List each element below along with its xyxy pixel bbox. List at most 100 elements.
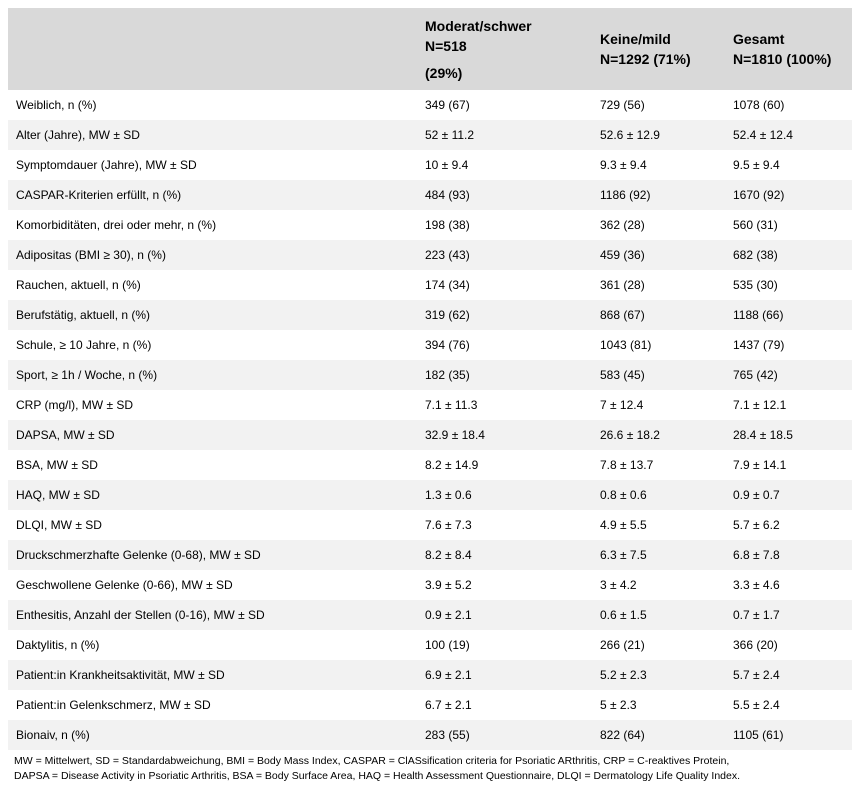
cell-total: 765 (42) [733, 368, 778, 382]
cell-variable: DAPSA, MW ± SD [16, 428, 115, 442]
footnote: MW = Mittelwert, SD = Standardabweichung… [14, 754, 854, 784]
cell-none-mild: 52.6 ± 12.9 [600, 128, 660, 142]
cell-none-mild: 1186 (92) [600, 188, 651, 202]
table-row: Patient:in Gelenkschmerz, MW ± SD 6.7 ± 2… [8, 690, 852, 720]
cell-none-mild: 4.9 ± 5.5 [600, 518, 647, 532]
cell-moderate-severe: 394 (76) [425, 338, 470, 352]
cell-none-mild: 459 (36) [600, 248, 645, 262]
header-cell-variable [8, 8, 417, 90]
cell-none-mild: 729 (56) [600, 98, 645, 112]
cell-total: 1670 (92) [733, 188, 785, 202]
cell-total: 366 (20) [733, 638, 778, 652]
cell-none-mild: 0.8 ± 0.6 [600, 488, 647, 502]
header-cell-moderate-severe: Moderat/schwer N=518 (29%) [417, 8, 592, 90]
footnote-line: MW = Mittelwert, SD = Standardabweichung… [14, 755, 730, 767]
cell-moderate-severe: 3.9 ± 5.2 [425, 578, 472, 592]
cell-moderate-severe: 7.1 ± 11.3 [425, 398, 478, 412]
cell-none-mild: 5 ± 2.3 [600, 698, 637, 712]
cell-variable: Komorbiditäten, drei oder mehr, n (%) [16, 218, 217, 232]
cell-none-mild: 26.6 ± 18.2 [600, 428, 660, 442]
cell-none-mild: 7.8 ± 13.7 [600, 458, 654, 472]
cell-moderate-severe: 7.6 ± 7.3 [425, 518, 472, 532]
cell-total: 5.7 ± 2.4 [733, 668, 780, 682]
table-row: HAQ, MW ± SD 1.3 ± 0.6 0.8 ± 0.6 0.9 ± 0.7 [8, 480, 852, 510]
table-body: Weiblich, n (%) 349 (67) 729 (56) 1078 (60)… [8, 90, 852, 750]
table-row: Komorbiditäten, drei oder mehr, n (%) 198… [8, 210, 852, 240]
cell-total: 1188 (66) [733, 308, 784, 322]
cell-total: 0.7 ± 1.7 [733, 608, 780, 622]
cell-variable: Berufstätig, aktuell, n (%) [16, 308, 151, 322]
cell-none-mild: 7 ± 12.4 [600, 398, 644, 412]
table-row: DLQI, MW ± SD 7.6 ± 7.3 4.9 ± 5.5 5.7 ± 6.2 [8, 510, 852, 540]
footnote-line: DAPSA = Disease Activity in Psoriatic Ar… [14, 770, 741, 782]
cell-variable: Druckschmerzhafte Gelenke (0-68), MW ± S… [16, 548, 261, 562]
cell-total: 52.4 ± 12.4 [733, 128, 793, 142]
cell-variable: Adipositas (BMI ≥ 30), n (%) [16, 248, 166, 262]
table-row: Daktylitis, n (%) 100 (19) 266 (21) 366 (20… [8, 630, 852, 660]
cell-variable: Patient:in Gelenkschmerz, MW ± SD [16, 698, 211, 712]
table-row: Druckschmerzhafte Gelenke (0-68), MW ± S… [8, 540, 852, 570]
header-count: N=1292 (71%) [600, 51, 691, 67]
header-label: Keine/mild [600, 31, 671, 47]
header-label: Moderat/schwer [425, 17, 532, 34]
header-count: N=518 [425, 37, 467, 54]
cell-none-mild: 266 (21) [600, 638, 645, 652]
cell-none-mild: 1043 (81) [600, 338, 652, 352]
table-row: Weiblich, n (%) 349 (67) 729 (56) 1078 (60) [8, 90, 852, 120]
cell-moderate-severe: 223 (43) [425, 248, 470, 262]
cell-total: 28.4 ± 18.5 [733, 428, 793, 442]
cell-total: 0.9 ± 0.7 [733, 488, 780, 502]
cell-variable: HAQ, MW ± SD [16, 488, 100, 502]
cell-variable: CASPAR-Kriterien erfüllt, n (%) [16, 188, 182, 202]
cell-none-mild: 6.3 ± 7.5 [600, 548, 647, 562]
cell-total: 1105 (61) [733, 728, 784, 742]
cell-variable: Geschwollene Gelenke (0-66), MW ± SD [16, 578, 233, 592]
table-row: Alter (Jahre), MW ± SD 52 ± 11.2 52.6 ± 12… [8, 120, 852, 150]
cell-none-mild: 5.2 ± 2.3 [600, 668, 647, 682]
cell-variable: Bionaiv, n (%) [16, 728, 90, 742]
table-row: Schule, ≥ 10 Jahre, n (%) 394 (76) 1043 (8… [8, 330, 852, 360]
cell-variable: Daktylitis, n (%) [16, 638, 100, 652]
cell-total: 560 (31) [733, 218, 778, 232]
cell-none-mild: 362 (28) [600, 218, 645, 232]
cell-variable: Schule, ≥ 10 Jahre, n (%) [16, 338, 152, 352]
cell-none-mild: 9.3 ± 9.4 [600, 158, 647, 172]
cell-total: 7.9 ± 14.1 [733, 458, 787, 472]
cell-moderate-severe: 182 (35) [425, 368, 470, 382]
cell-moderate-severe: 32.9 ± 18.4 [425, 428, 485, 442]
table-row: Enthesitis, Anzahl der Stellen (0-16), M… [8, 600, 852, 630]
cell-total: 3.3 ± 4.6 [733, 578, 780, 592]
cell-moderate-severe: 6.9 ± 2.1 [425, 668, 472, 682]
cell-moderate-severe: 1.3 ± 0.6 [425, 488, 472, 502]
cell-moderate-severe: 484 (93) [425, 188, 470, 202]
cell-variable: Symptomdauer (Jahre), MW ± SD [16, 158, 197, 172]
cell-variable: Rauchen, aktuell, n (%) [16, 278, 141, 292]
cell-moderate-severe: 0.9 ± 2.1 [425, 608, 472, 622]
cell-moderate-severe: 283 (55) [425, 728, 470, 742]
cell-variable: Enthesitis, Anzahl der Stellen (0-16), M… [16, 608, 265, 622]
cell-none-mild: 583 (45) [600, 368, 645, 382]
header-label: Gesamt [733, 31, 785, 47]
table-row: DAPSA, MW ± SD 32.9 ± 18.4 26.6 ± 18.2 28.4… [8, 420, 852, 450]
cell-total: 1078 (60) [733, 98, 785, 112]
cell-total: 9.5 ± 9.4 [733, 158, 780, 172]
table-row: Symptomdauer (Jahre), MW ± SD 10 ± 9.4 9.3… [8, 150, 852, 180]
cell-moderate-severe: 319 (62) [425, 308, 470, 322]
cell-total: 6.8 ± 7.8 [733, 548, 780, 562]
cell-none-mild: 361 (28) [600, 278, 645, 292]
cell-total: 5.5 ± 2.4 [733, 698, 780, 712]
cell-total: 682 (38) [733, 248, 778, 262]
cell-none-mild: 3 ± 4.2 [600, 578, 637, 592]
header-cell-none-mild: Keine/mild N=1292 (71%) [592, 8, 725, 90]
header-row: Moderat/schwer N=518 (29%) Keine/mild N=… [8, 8, 852, 90]
cell-moderate-severe: 198 (38) [425, 218, 470, 232]
cell-moderate-severe: 8.2 ± 14.9 [425, 458, 479, 472]
cell-variable: Patient:in Krankheitsaktivität, MW ± SD [16, 668, 225, 682]
cell-variable: Alter (Jahre), MW ± SD [16, 128, 140, 142]
cell-variable: CRP (mg/l), MW ± SD [16, 398, 134, 412]
table-row: Geschwollene Gelenke (0-66), MW ± SD 3.9 … [8, 570, 852, 600]
cell-moderate-severe: 52 ± 11.2 [425, 128, 475, 142]
cell-moderate-severe: 8.2 ± 8.4 [425, 548, 472, 562]
table-row: Berufstätig, aktuell, n (%) 319 (62) 868 (… [8, 300, 852, 330]
cell-moderate-severe: 100 (19) [425, 638, 470, 652]
